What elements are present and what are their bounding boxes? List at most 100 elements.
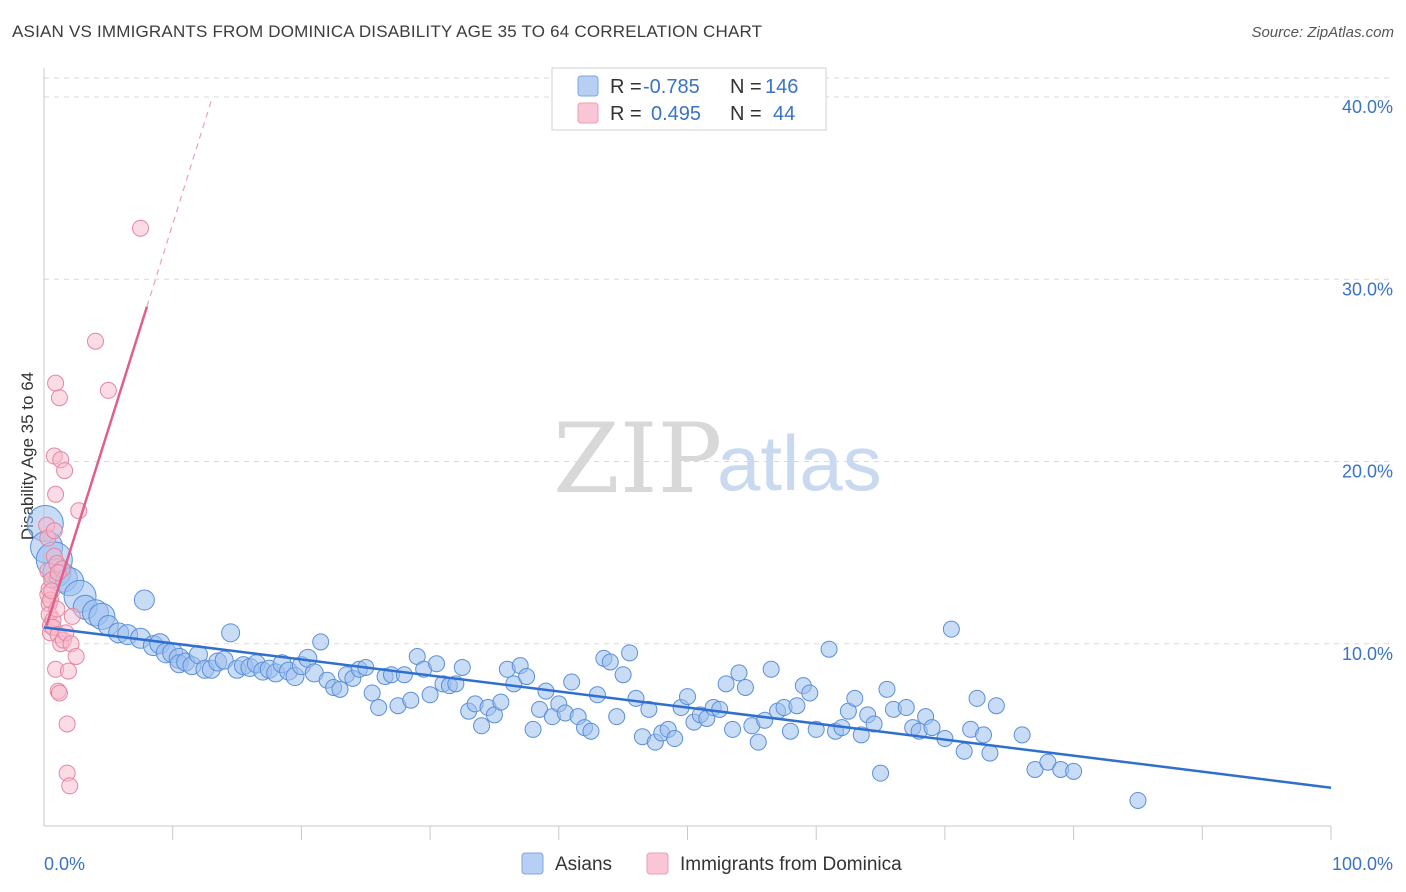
dominica-trend-line	[45, 306, 149, 626]
asian-point	[788, 697, 806, 715]
y-tick-label: 30.0%	[1342, 279, 1393, 299]
watermark-atlas: atlas	[717, 419, 882, 507]
dominica-trend-extension	[146, 100, 212, 307]
dominica-point	[132, 219, 150, 237]
source-credit: Source: ZipAtlas.com	[1251, 24, 1394, 41]
asian-point	[711, 700, 729, 718]
asian-point	[1039, 753, 1057, 771]
asian-trend-line	[43, 626, 1332, 789]
legend-r-value-dominica: 0.495	[651, 103, 701, 125]
asian-point	[762, 660, 780, 678]
asian-point	[872, 764, 890, 782]
bottom-legend-label-dominica: Immigrants from Dominica	[680, 854, 902, 875]
dominica-points	[38, 219, 150, 795]
asian-point	[897, 699, 915, 717]
bottom-legend-label-asian: Asians	[555, 854, 612, 875]
x-ticks	[172, 826, 1332, 840]
asian-point	[878, 680, 896, 698]
asian-point	[975, 726, 993, 744]
asian-point	[395, 666, 413, 684]
trend-lines	[43, 100, 1332, 789]
watermark: ZIP atlas	[553, 403, 882, 515]
dominica-point	[56, 462, 74, 480]
legend-swatch-dominica	[577, 102, 599, 124]
asian-point	[1026, 761, 1044, 779]
asian-point	[428, 655, 446, 673]
asian-point	[627, 689, 645, 707]
y-tick-label: 20.0%	[1342, 462, 1393, 482]
asian-point	[524, 720, 542, 738]
asian-point	[608, 708, 626, 726]
asian-point	[331, 680, 349, 698]
dominica-point	[67, 648, 85, 666]
asian-point	[421, 686, 439, 704]
asian-point	[749, 733, 767, 751]
legend-r-label-asian: R =	[610, 76, 642, 98]
asian-point	[730, 664, 748, 682]
asian-point	[473, 717, 491, 735]
asian-point	[1065, 762, 1083, 780]
dominica-point	[47, 485, 65, 503]
x-tick-label-max: 100.0%	[1332, 854, 1393, 874]
dominica-point	[59, 662, 77, 680]
dominica-point	[50, 684, 68, 702]
series-legend: Asians Immigrants from Dominica	[521, 852, 902, 875]
asian-point	[518, 668, 536, 686]
asian-point	[530, 700, 548, 718]
watermark-zip: ZIP	[553, 403, 722, 515]
y-tick-labels: 10.0% 20.0% 30.0% 40.0%	[1342, 97, 1393, 664]
asian-point	[781, 722, 799, 740]
legend-n-label-dominica: N =	[730, 103, 762, 125]
legend-r-value-asian: -0.785	[643, 76, 700, 98]
chart-title: ASIAN VS IMMIGRANTS FROM DOMINICA DISABI…	[12, 22, 763, 41]
asian-point	[968, 689, 986, 707]
asian-point	[724, 720, 742, 738]
dominica-point	[86, 332, 104, 350]
asian-point	[370, 699, 388, 717]
y-tick-label: 40.0%	[1342, 97, 1393, 117]
asian-point	[666, 730, 684, 748]
x-tick-label-min: 0.0%	[44, 854, 85, 874]
dominica-point	[63, 607, 81, 625]
asian-point	[820, 640, 838, 658]
asian-point	[640, 700, 658, 718]
legend-n-value-asian: 146	[765, 76, 798, 98]
asian-points	[26, 504, 1147, 809]
asian-point	[736, 678, 754, 696]
asian-point	[363, 684, 381, 702]
asian-point	[453, 658, 471, 676]
asian-point	[312, 633, 330, 651]
stats-legend: R = -0.785 N = 146 R = 0.495 N = 44	[551, 67, 827, 131]
asian-point	[1013, 726, 1031, 744]
asian-point	[582, 722, 600, 740]
asian-point	[221, 623, 241, 643]
dominica-point	[45, 522, 63, 540]
legend-n-label-asian: N =	[730, 76, 762, 98]
asian-point	[846, 689, 864, 707]
dominica-point	[58, 715, 76, 733]
asian-point	[679, 688, 696, 706]
asian-point	[492, 693, 510, 711]
y-tick-label: 10.0%	[1342, 644, 1393, 664]
asian-point	[1129, 791, 1147, 809]
asian-point	[133, 589, 155, 611]
asian-point	[987, 697, 1005, 715]
asian-point	[807, 720, 825, 738]
dominica-point	[47, 374, 65, 392]
asian-point	[214, 650, 234, 670]
legend-r-label-dominica: R =	[610, 103, 642, 125]
bottom-legend-swatch-asian	[521, 852, 544, 875]
asian-point	[955, 742, 973, 760]
legend-n-value-dominica: 44	[773, 103, 795, 125]
bottom-legend-swatch-dominica	[646, 852, 669, 875]
dominica-point	[50, 389, 68, 407]
dominica-point	[61, 777, 79, 795]
y-axis-label: Disability Age 35 to 64	[18, 372, 37, 540]
asian-point	[981, 744, 999, 762]
asian-point	[402, 691, 420, 709]
asian-point	[614, 666, 632, 684]
asian-point	[801, 684, 819, 702]
gridlines	[44, 77, 1393, 645]
asian-point	[621, 644, 639, 662]
